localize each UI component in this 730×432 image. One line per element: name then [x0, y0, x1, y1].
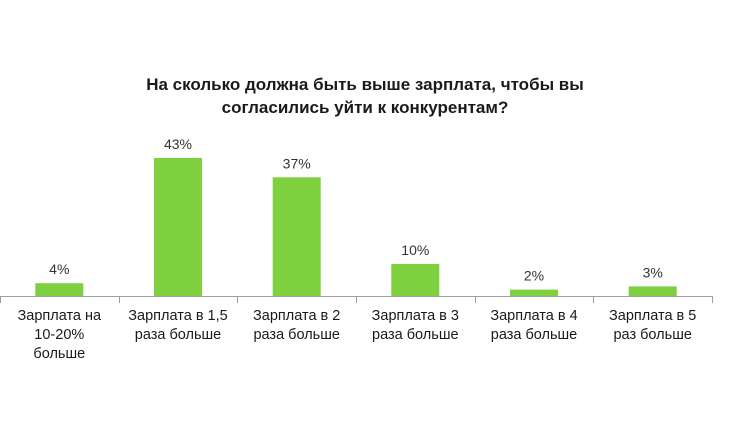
category-label-line: 10-20%: [34, 327, 84, 343]
chart-title-line-1: На сколько должна быть выше зарплата, чт…: [146, 75, 584, 94]
data-label: 37%: [283, 155, 311, 171]
category-label-line: Зарплата в 5: [609, 308, 696, 324]
chart-title-line-2: согласились уйти к конкурентам?: [221, 98, 509, 117]
bar: [628, 286, 677, 296]
category-label-line: Зарплата в 2: [253, 308, 340, 324]
category-label: Зарплата в 3 раза больше: [372, 308, 459, 343]
category-label: Зарплата на 10-20% больше: [18, 308, 103, 362]
category-label: Зарплата в 4 раза больше: [490, 308, 577, 343]
category-label: Зарплата в 2 раза больше: [253, 308, 340, 343]
category-label-line: раза больше: [135, 327, 221, 343]
bar: [272, 177, 321, 296]
chart-title: На сколько должна быть выше зарплата, чт…: [0, 73, 730, 119]
bar: [35, 283, 84, 296]
category-label-line: раз больше: [613, 327, 691, 343]
category-label: Зарплата в 1,5 раза больше: [128, 308, 227, 343]
data-label: 4%: [49, 261, 69, 277]
category-label-line: Зарплата на: [18, 308, 103, 324]
category-label-line: Зарплата в 1,5: [128, 308, 227, 324]
data-label: 2%: [524, 268, 544, 284]
category-label-line: больше: [33, 346, 85, 362]
data-label: 10%: [401, 242, 429, 258]
category-label: Зарплата в 5 раз больше: [609, 308, 696, 343]
category-label-line: Зарплата в 3: [372, 308, 459, 324]
category-label-line: раза больше: [491, 327, 577, 343]
bar: [391, 263, 440, 296]
data-label: 43%: [164, 136, 192, 152]
category-label-line: Зарплата в 4: [490, 308, 577, 324]
category-label-line: раза больше: [253, 327, 339, 343]
data-label: 3%: [643, 264, 663, 280]
bar: [154, 158, 202, 296]
category-label-line: раза больше: [372, 327, 458, 343]
bar: [510, 289, 558, 296]
